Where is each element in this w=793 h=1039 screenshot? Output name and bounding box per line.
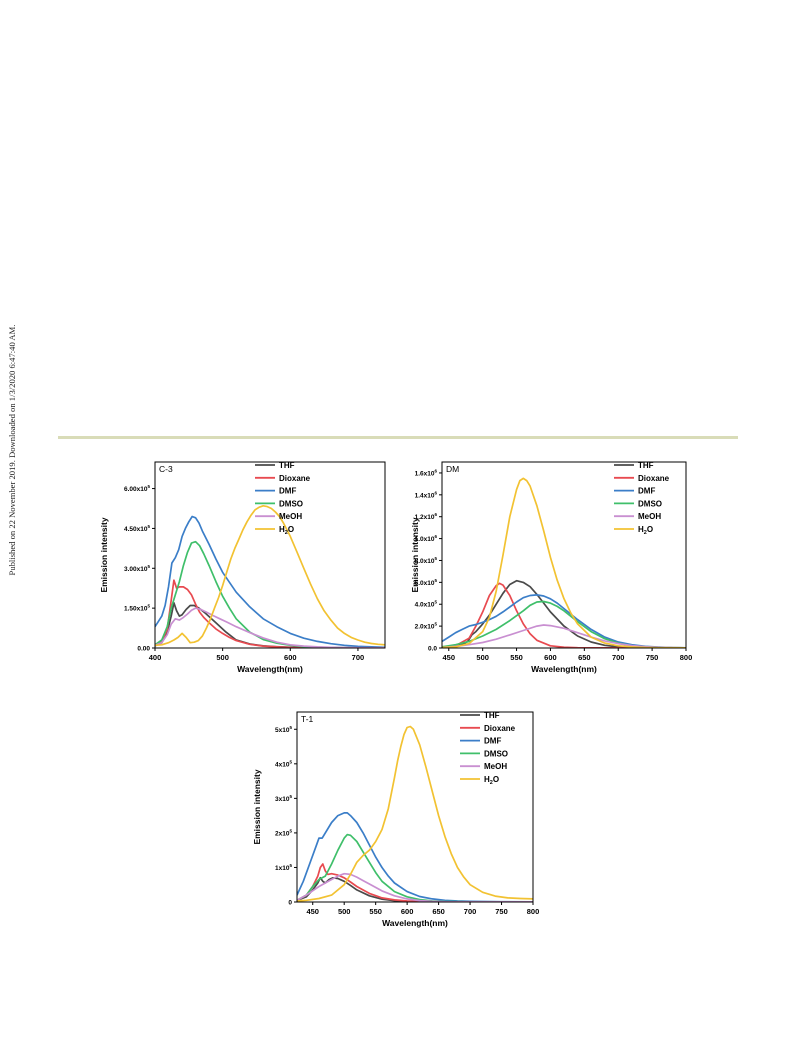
series-line-dmf <box>442 594 686 648</box>
y-tick-label: 1.2x106 <box>415 512 438 521</box>
legend-label-dmf: DMF <box>638 487 655 496</box>
chart-t1: 450 500 550 600 650 700 750 800 0 1x105 2x105 3x105… <box>252 711 540 928</box>
y-tick-label: 0.00 <box>137 646 150 653</box>
series-line-h2o <box>297 725 533 902</box>
x-tick-label: 550 <box>510 653 523 662</box>
series-line-dmf <box>297 812 533 902</box>
panel-label: DM <box>446 464 459 474</box>
series-line-dmso <box>297 833 533 902</box>
series-line-dioxane <box>155 579 385 648</box>
legend-label-dmso: DMSO <box>638 499 662 508</box>
legend-label-thf: THF <box>484 711 500 720</box>
y-tick-label: 1x105 <box>275 863 292 872</box>
x-axis-label: Wavelength(nm) <box>531 664 597 674</box>
y-tick-label: 4.0x105 <box>415 600 438 609</box>
series-line-meoh <box>155 607 385 648</box>
legend-label-thf: THF <box>279 461 295 470</box>
x-tick-label: 650 <box>432 907 445 916</box>
legend-label-h2o: H2O <box>484 775 499 786</box>
y-tick-label: 1.4x106 <box>415 490 438 499</box>
x-tick-label: 500 <box>476 653 489 662</box>
x-tick-label: 600 <box>401 907 414 916</box>
series-line-dmf <box>155 515 385 648</box>
legend-label-thf: THF <box>638 461 654 470</box>
legend-label-dmf: DMF <box>484 737 501 746</box>
download-notice-text: Published on 22 November 2019. Downloade… <box>7 324 17 576</box>
x-tick-label: 700 <box>612 653 625 662</box>
legend-label-dioxane: Dioxane <box>279 474 311 483</box>
y-axis-label: Emission intensity <box>99 517 109 592</box>
plot-frame <box>296 711 534 903</box>
y-tick-label: 1.6x106 <box>415 468 438 477</box>
legend-label-dmso: DMSO <box>279 499 303 508</box>
y-tick-label: 6.00x105 <box>124 484 151 493</box>
x-tick-label: 750 <box>495 907 508 916</box>
plot-frame <box>441 461 687 649</box>
y-tick-label: 1.0x106 <box>415 534 438 543</box>
series-line-h2o <box>442 477 686 648</box>
x-axis-label: Wavelength(nm) <box>237 664 303 674</box>
series-line-dmso <box>155 540 385 648</box>
legend-label-meoh: MeOH <box>638 512 661 521</box>
panel-label: C-3 <box>159 464 173 474</box>
x-tick-label: 500 <box>338 907 351 916</box>
series-line-dioxane <box>297 863 533 902</box>
x-tick-label: 800 <box>527 907 540 916</box>
plot-frame <box>154 461 386 649</box>
legend-label-dioxane: Dioxane <box>484 724 516 733</box>
x-tick-label: 700 <box>464 907 477 916</box>
x-tick-label: 500 <box>216 653 229 662</box>
download-notice: Published on 22 November 2019. Downloade… <box>2 290 22 610</box>
legend-label-dmf: DMF <box>279 487 296 496</box>
y-tick-label: 2x105 <box>275 828 292 837</box>
chart-c3: 400 500 600 700 0.00 1.50x105 3.00x105 4.50x105… <box>99 461 386 674</box>
x-tick-label: 600 <box>284 653 297 662</box>
y-tick-label: 4.50x105 <box>124 524 151 533</box>
y-tick-label: 1.50x105 <box>124 604 151 613</box>
legend-label-meoh: MeOH <box>279 512 302 521</box>
legend-label-h2o: H2O <box>638 525 653 536</box>
x-axis-label: Wavelength(nm) <box>382 918 448 928</box>
x-tick-label: 400 <box>149 653 162 662</box>
x-tick-label: 700 <box>352 653 365 662</box>
legend-label-dioxane: Dioxane <box>638 474 670 483</box>
y-tick-label: 0 <box>288 900 292 907</box>
header-divider <box>58 436 738 439</box>
y-tick-label: 6.0x105 <box>415 578 438 587</box>
y-tick-label: 4x105 <box>275 759 292 768</box>
chart-dm: 450 500 550 600 650 700 750 800 0.0 2.0x105 4.0x10… <box>410 461 693 674</box>
legend-label-dmso: DMSO <box>484 749 508 758</box>
y-axis-label: Emission intensity <box>410 517 420 592</box>
x-tick-label: 650 <box>578 653 591 662</box>
x-tick-label: 600 <box>544 653 557 662</box>
x-tick-label: 450 <box>306 907 319 916</box>
series-line-h2o <box>155 504 385 647</box>
series-line-meoh <box>442 624 686 648</box>
y-axis-label: Emission intensity <box>252 769 262 844</box>
y-tick-label: 3.00x105 <box>124 564 151 573</box>
y-tick-label: 2.0x105 <box>415 622 438 631</box>
y-tick-label: 8.0x105 <box>415 556 438 565</box>
panel-label: T-1 <box>301 714 314 724</box>
legend-label-h2o: H2O <box>279 525 294 536</box>
x-tick-label: 800 <box>680 653 693 662</box>
legend-label-meoh: MeOH <box>484 762 507 771</box>
x-tick-label: 450 <box>443 653 456 662</box>
series-line-meoh <box>297 872 533 902</box>
y-tick-label: 0.0 <box>428 646 437 653</box>
x-tick-label: 750 <box>646 653 659 662</box>
y-tick-label: 5x105 <box>275 725 292 734</box>
x-tick-label: 550 <box>369 907 382 916</box>
y-tick-label: 3x105 <box>275 794 292 803</box>
